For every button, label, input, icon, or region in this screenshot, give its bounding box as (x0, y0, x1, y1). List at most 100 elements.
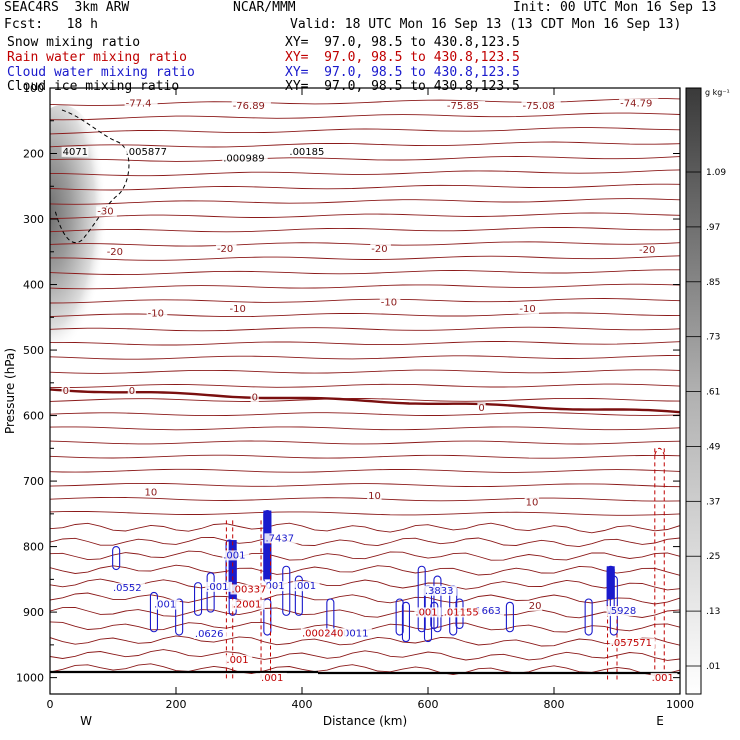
model-title: SEAC4RS 3km ARW (4, 0, 130, 15)
contour-label: .0552 (113, 583, 142, 594)
contour-label-bg (222, 550, 250, 561)
contour-label-bg (521, 100, 561, 111)
contour-label-bg (338, 628, 372, 639)
contour-label: .001 (294, 581, 316, 592)
temperature-contour-line (50, 564, 680, 576)
contour-label: -20 (107, 247, 123, 258)
contour-label: -10 (148, 309, 164, 320)
temperature-contour-line (50, 578, 680, 591)
init-time: Init: 00 UTC Mon 16 Sep 13 (513, 0, 717, 15)
y-tick-label: 1000 (16, 672, 44, 685)
contour-label-bg (260, 672, 287, 683)
temperature-contour-line (50, 255, 680, 261)
contour-label-bg (124, 98, 158, 109)
contour-label-bg (231, 100, 271, 111)
temperature-contour-line (50, 227, 680, 233)
contour-label-bg (527, 600, 543, 611)
temperature-contour-line (50, 283, 680, 290)
contour-label: .000240 (302, 628, 343, 639)
contour-label: 0 (63, 386, 69, 397)
freezing-level-contour (50, 388, 680, 414)
contour-label-bg (146, 308, 168, 319)
cloud-water-core (263, 510, 272, 580)
contour-label-bg (423, 585, 457, 596)
y-tick-label: 100 (23, 82, 44, 95)
contour-label: .000989 (223, 153, 264, 164)
org-title: NCAR/MMM (233, 0, 296, 15)
temperature-contour-line (50, 649, 680, 661)
cloud-water-cell (112, 546, 121, 571)
cloud-water-contours (112, 510, 618, 643)
x-tick-label: 800 (544, 698, 565, 711)
cloud-water-cell (584, 598, 593, 636)
contour-label: .005877 (126, 147, 167, 158)
colorbar-label: .97 (706, 223, 720, 233)
colorbar-label: .61 (706, 388, 720, 398)
temperature-contour-line (50, 468, 680, 473)
contour-label-bg (231, 599, 265, 610)
y-tick-label: 800 (23, 541, 44, 554)
contour-label: -77.4 (126, 98, 152, 109)
y-tick-label: 300 (23, 213, 44, 226)
cloud-water-cell (417, 565, 426, 633)
contour-label: .0626 (195, 629, 224, 640)
contour-label: .5928 (608, 606, 637, 617)
contour-label-bg (61, 385, 70, 396)
contour-label: -74.79 (620, 98, 652, 109)
temperature-contour-line (50, 482, 680, 488)
contour-label-bg (230, 584, 270, 595)
contour-label: -20 (639, 245, 655, 256)
contour-label: .1663 (472, 606, 501, 617)
contour-label-bg (124, 146, 170, 157)
contour-label-bg (609, 638, 656, 649)
contour-label: .001 (415, 607, 437, 618)
snow-shading-region (50, 105, 112, 345)
contour-label-bg (61, 146, 89, 157)
contour-label-bg (650, 672, 678, 683)
y-tick-label: 700 (23, 475, 44, 488)
colorbar-label: .49 (706, 442, 721, 452)
x-tick-label: 1000 (666, 698, 694, 711)
temperature-contour-line (50, 127, 680, 135)
contour-label: .01155 (444, 607, 479, 618)
valid-time: Valid: 18 UTC Mon 16 Sep 13 (13 CDT Mon … (290, 17, 682, 32)
contour-label-bg (606, 606, 640, 617)
contour-label-bg (96, 206, 117, 217)
contour-label: .001 (261, 673, 283, 684)
temperature-contour-line (50, 198, 680, 205)
temperature-contour-line (50, 663, 680, 676)
contour-label: .7437 (265, 533, 294, 544)
contour-label-bg (367, 490, 382, 501)
contour-label-bg (222, 153, 268, 164)
temperature-contour-line (50, 326, 680, 332)
contour-label: .00185 (289, 147, 324, 158)
colorbar: .01 .13 .25 .37 .49 .61 .73 .85 .97 1.09 g kg⁻¹ (685, 87, 730, 695)
temperature-contour-line (50, 496, 680, 502)
field-name-cloud-ice: Cloud ice mixing ratio (7, 79, 180, 94)
temperature-contour-line (50, 169, 680, 177)
colorbar-label: .25 (706, 552, 720, 562)
contour-label-bg (105, 247, 127, 258)
temperature-contours (50, 98, 680, 676)
contour-label: -75.08 (523, 101, 555, 112)
rain-water-contour (654, 447, 665, 456)
contour-label: .001 (262, 581, 284, 592)
colorbar-label: .13 (706, 607, 720, 617)
contour-label-bg (205, 581, 233, 592)
temperature-contour-line (50, 412, 680, 417)
contour-label-bg (193, 629, 227, 640)
contour-label-bg (471, 606, 505, 617)
contour-label-bg (370, 243, 391, 254)
cloud-water-cell (395, 598, 404, 636)
temperature-contour-line (50, 592, 680, 605)
temperature-contour-line (50, 341, 680, 346)
x-tick-label: 200 (166, 698, 187, 711)
contour-label: -10 (381, 298, 397, 309)
y-tick-label: 500 (23, 344, 44, 357)
temperature-contour-line (50, 369, 680, 374)
cloud-water-cell (194, 582, 203, 616)
contour-label-bg (261, 581, 289, 592)
contour-label-bg (524, 497, 540, 508)
temperature-contour-line (50, 112, 680, 121)
